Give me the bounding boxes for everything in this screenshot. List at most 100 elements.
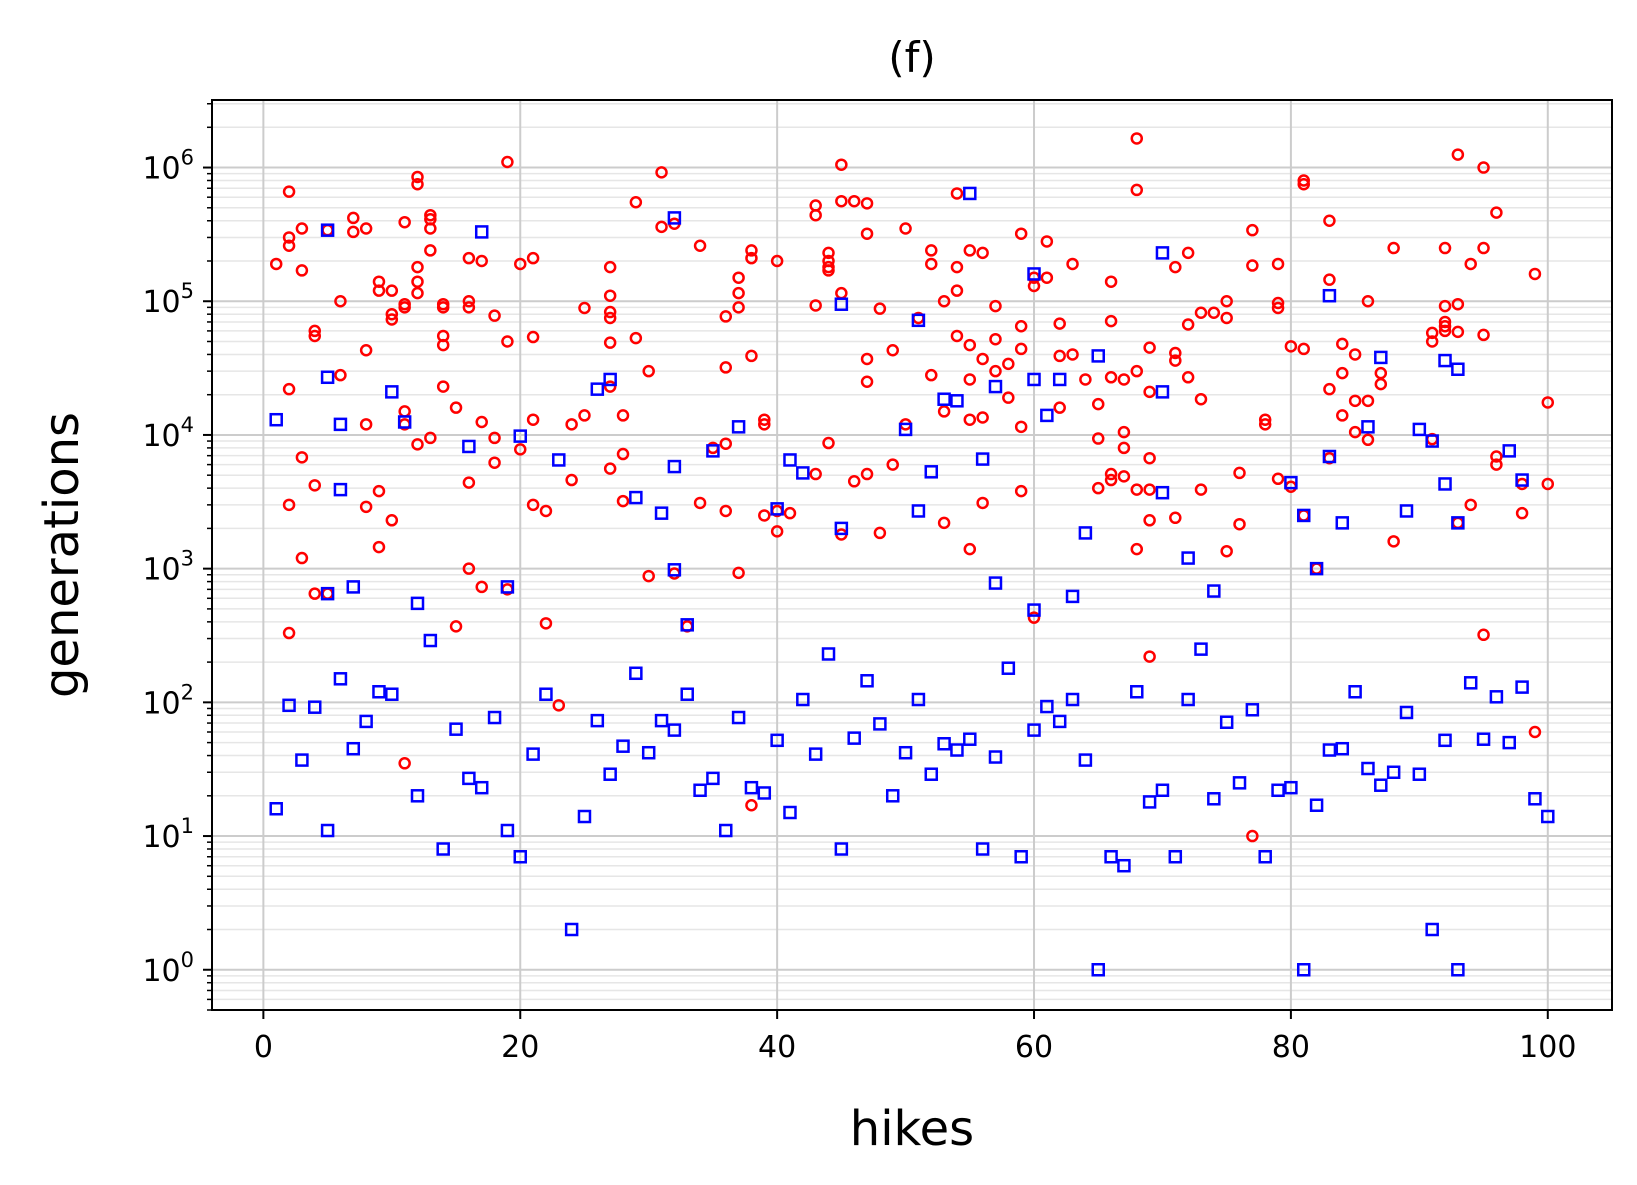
- blue-square-point: [757, 786, 772, 800]
- blue-square-point: [770, 733, 784, 748]
- red-circle-point: [1246, 259, 1259, 272]
- blue-square-point: [616, 739, 630, 753]
- blue-square-point: [821, 647, 836, 661]
- red-circle-point: [1464, 498, 1477, 512]
- blue-square-point: [731, 420, 746, 434]
- red-circle-point: [488, 431, 501, 445]
- blue-square-point: [295, 753, 309, 767]
- blue-square-point: [333, 482, 348, 497]
- red-circle-point: [372, 540, 386, 554]
- red-circle-point: [603, 305, 617, 319]
- blue-square-point: [462, 771, 476, 786]
- red-circle-point: [642, 364, 655, 378]
- blue-square-point: [539, 687, 553, 701]
- red-circle-point: [1438, 299, 1452, 313]
- blue-square-point: [603, 372, 617, 387]
- blue-square-point: [1335, 741, 1350, 756]
- red-circle-point: [1220, 311, 1233, 325]
- red-circle-point: [860, 227, 874, 240]
- red-circle-point: [526, 330, 540, 344]
- red-circle-point: [822, 246, 835, 260]
- blue-square-point: [1078, 753, 1093, 767]
- red-circle-point: [1014, 320, 1028, 333]
- red-circle-point: [1104, 467, 1118, 481]
- x-axis-title: hikes: [850, 1101, 974, 1157]
- red-circle-point: [629, 331, 643, 345]
- red-circle-point: [1169, 346, 1182, 360]
- red-circle-point: [1194, 306, 1208, 320]
- red-circle-point: [501, 155, 514, 169]
- red-circle-point: [462, 301, 476, 314]
- red-circle-point: [1541, 477, 1555, 491]
- red-circle-point: [976, 411, 989, 424]
- blue-square-point: [667, 563, 682, 577]
- red-circle-point: [616, 447, 630, 461]
- red-circle-point: [976, 496, 989, 510]
- red-circle-point: [1091, 481, 1105, 495]
- blue-square-point: [924, 767, 939, 781]
- blue-square-point: [410, 596, 425, 611]
- red-circle-point: [1014, 342, 1028, 356]
- red-circle-point: [1425, 335, 1439, 348]
- red-circle-point: [745, 251, 758, 265]
- blue-square-point: [950, 743, 964, 757]
- red-circle-point: [1438, 241, 1452, 255]
- red-circle-point: [770, 254, 784, 268]
- red-circle-point: [359, 222, 373, 235]
- red-circle-point: [873, 526, 887, 540]
- blue-square-point: [950, 394, 964, 408]
- red-circle-point: [308, 587, 322, 600]
- red-circle-point: [1464, 257, 1477, 271]
- red-circle-point: [616, 409, 630, 422]
- blue-square-point: [1322, 743, 1337, 757]
- blue-square-point: [474, 780, 489, 795]
- red-circle-point: [359, 500, 373, 514]
- blue-square-point: [911, 692, 926, 707]
- red-circle-point: [1477, 328, 1490, 342]
- red-circle-point: [514, 257, 527, 271]
- blue-square-point: [552, 453, 566, 467]
- blue-square-point: [1052, 714, 1067, 729]
- red-circle-point: [385, 284, 399, 297]
- red-circle-point: [411, 170, 424, 184]
- red-circle-point: [1323, 273, 1336, 286]
- blue-square-point: [320, 370, 335, 385]
- red-circle-point: [989, 364, 1002, 378]
- red-circle-point: [1143, 650, 1156, 663]
- blue-square-point: [1463, 676, 1478, 690]
- blue-square-point: [1258, 850, 1272, 864]
- red-circle-point: [308, 479, 322, 492]
- red-circle-point: [603, 462, 617, 475]
- blue-square-point: [1502, 444, 1516, 458]
- red-circle-point: [475, 580, 488, 594]
- blue-square-point: [1451, 963, 1465, 977]
- red-circle-point: [1233, 466, 1246, 480]
- red-circle-point: [1271, 257, 1285, 271]
- blue-square-point: [1207, 792, 1221, 806]
- red-circle-point: [282, 498, 296, 512]
- blue-square-point: [1451, 362, 1465, 376]
- blue-square-point: [1476, 732, 1491, 746]
- red-circle-point: [539, 504, 553, 518]
- red-circle-point: [835, 158, 848, 171]
- red-circle-point: [1117, 470, 1131, 483]
- red-circle-point: [347, 225, 360, 239]
- blue-square-point: [1374, 778, 1388, 792]
- blue-square-point: [937, 737, 951, 751]
- blue-square-point: [796, 466, 810, 480]
- red-circle-point: [526, 251, 540, 265]
- blue-square-point: [346, 741, 361, 756]
- red-circle-point: [1490, 450, 1503, 463]
- grid: [212, 100, 1612, 1011]
- red-circle-point: [1387, 535, 1400, 548]
- blue-square-point: [1374, 350, 1388, 365]
- red-circle-point: [1528, 725, 1542, 739]
- red-circle-point: [1014, 227, 1028, 240]
- red-circle-point: [860, 197, 874, 210]
- red-circle-point: [1336, 337, 1349, 351]
- blue-square-point: [719, 823, 733, 838]
- red-circle-point: [745, 798, 758, 812]
- blue-square-point: [603, 767, 617, 781]
- red-circle-point: [1284, 340, 1298, 353]
